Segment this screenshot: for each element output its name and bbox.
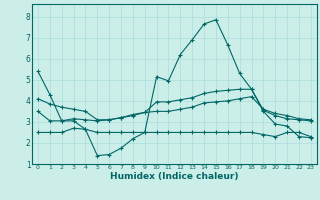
X-axis label: Humidex (Indice chaleur): Humidex (Indice chaleur) <box>110 172 239 181</box>
